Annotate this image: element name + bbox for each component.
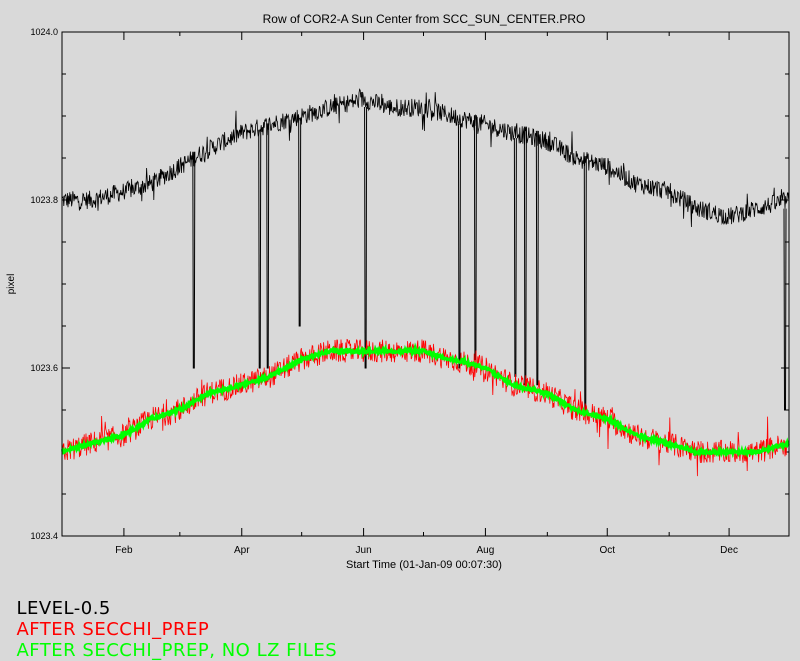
legend-entry-green: AFTER SECCHI_PREP, NO LZ FILES [16, 640, 338, 661]
dropout-spike [513, 138, 517, 377]
chart-title: Row of COR2-A Sun Center from SCC_SUN_CE… [263, 12, 586, 26]
dropout-spike [535, 130, 539, 386]
series-line-after-secchi-prep [61, 338, 789, 477]
y-axis-label: pixel [6, 274, 17, 295]
plot-frame [61, 31, 790, 537]
x-tick-label: Aug [477, 545, 495, 556]
chart: Row of COR2-A Sun Center from SCC_SUN_CE… [6, 12, 790, 571]
dropout-spike [523, 126, 527, 386]
x-axis-label: Start Time (01-Jan-09 00:07:30) [346, 559, 502, 571]
dropout-spike [364, 107, 368, 369]
y-tick-label: 1023.8 [30, 195, 58, 205]
series-line-no-lz-files [60, 342, 790, 459]
legend-entry-black: LEVEL-0.5 [16, 598, 111, 619]
legend-entry-red: AFTER SECCHI_PREP [16, 619, 210, 640]
dropout-spike [266, 123, 270, 369]
x-tick-label: Oct [599, 545, 615, 556]
dropout-spike [258, 129, 262, 369]
dropout-spike [783, 208, 787, 411]
x-tick-label: Dec [720, 545, 738, 556]
dropout-spike [457, 124, 461, 369]
dropout-spike [473, 115, 477, 361]
dropout-spike [298, 118, 302, 327]
x-tick-label: Feb [115, 545, 133, 556]
y-tick-label: 1023.6 [30, 363, 58, 373]
legend: LEVEL-0.5 AFTER SECCHI_PREP AFTER SECCHI… [4, 577, 359, 661]
x-tick-label: Jun [356, 545, 372, 556]
x-tick-label: Apr [234, 545, 250, 556]
y-tick-label: 1023.4 [30, 531, 58, 541]
series-line-level-0.5 [61, 88, 789, 228]
dropout-spike [192, 151, 196, 369]
dropout-spike [583, 156, 587, 411]
y-tick-label: 1024.0 [30, 27, 58, 37]
